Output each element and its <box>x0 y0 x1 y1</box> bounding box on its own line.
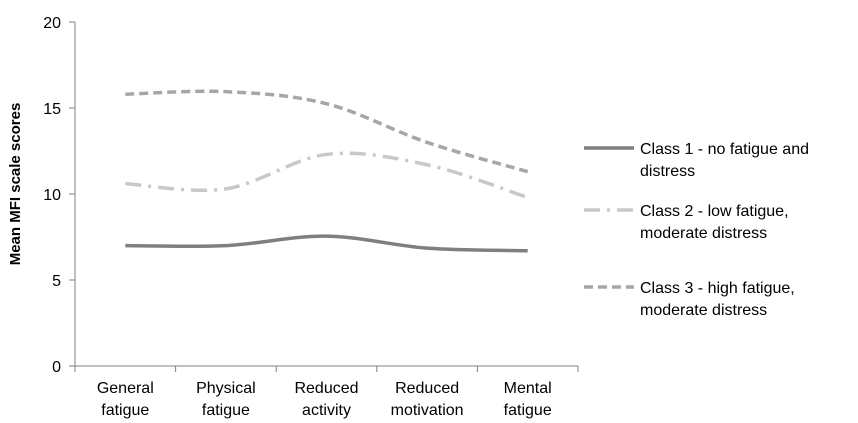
x-tick-label: Reduced activity <box>294 380 358 419</box>
y-axis-ticks: 0 5 10 15 20 <box>43 15 75 376</box>
x-tick-label: Reduced motivation <box>391 380 464 419</box>
series-line-class-3 <box>125 89 529 174</box>
legend-label-class-2: Class 2 - low fatigue, moderate distress <box>640 203 789 242</box>
series-line-class-2 <box>125 151 529 200</box>
legend-label-class-1: Class 1 - no fatigue and distress <box>640 141 809 180</box>
x-tick-label: General fatigue <box>97 380 154 419</box>
y-tick-label: 15 <box>43 101 61 118</box>
y-tick-label: 0 <box>52 359 61 376</box>
legend: Class 1 - no fatigue and distress Class 2 … <box>584 141 809 319</box>
chart-axes <box>74 22 578 367</box>
y-axis-label: Mean MFI scale scores <box>7 103 24 266</box>
y-tick-label: 20 <box>43 15 61 32</box>
y-tick-label: 10 <box>43 187 61 204</box>
series-line-class-1 <box>125 234 528 253</box>
x-tick-label: Physical fatigue <box>196 380 256 419</box>
y-tick-label: 5 <box>52 273 61 290</box>
series-lines <box>125 89 529 253</box>
legend-label-class-3: Class 3 - high fatigue, moderate distress <box>640 280 795 319</box>
x-axis-ticks: General fatigue Physical fatigue Reduced acti… <box>74 366 579 419</box>
x-tick-label: Mental fatigue <box>504 380 552 419</box>
